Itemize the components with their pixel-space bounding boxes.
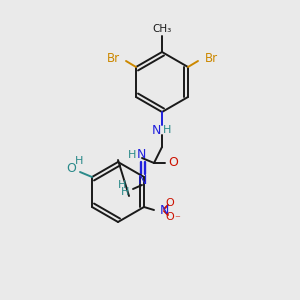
Text: O: O: [66, 163, 76, 176]
Text: N: N: [160, 203, 169, 217]
Text: O: O: [166, 198, 174, 208]
Text: H: H: [128, 150, 136, 160]
Text: H: H: [121, 187, 129, 197]
Text: ⁻: ⁻: [174, 214, 180, 224]
Text: O: O: [168, 157, 178, 169]
Text: H: H: [75, 156, 83, 166]
Text: N: N: [136, 148, 146, 161]
Text: N: N: [151, 124, 161, 136]
Text: H: H: [118, 180, 126, 190]
Text: Br: Br: [204, 52, 218, 65]
Text: N: N: [137, 175, 147, 188]
Text: H: H: [163, 125, 171, 135]
Text: Br: Br: [106, 52, 120, 65]
Text: CH₃: CH₃: [152, 24, 172, 34]
Text: O: O: [166, 212, 174, 222]
